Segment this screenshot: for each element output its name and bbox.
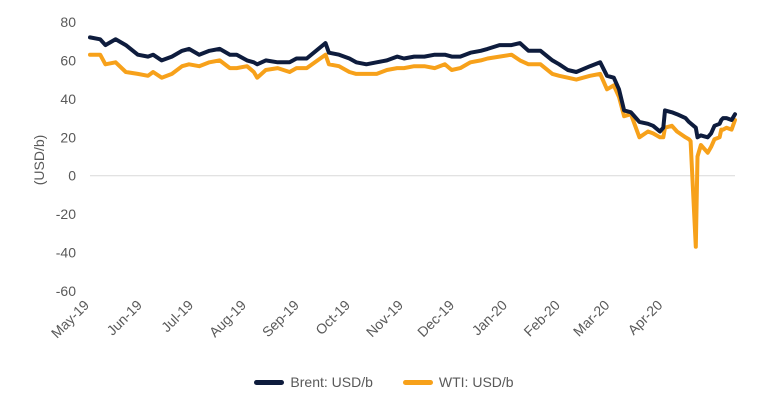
y-tick-label: 40 [60, 91, 76, 107]
y-tick-label: -40 [56, 245, 76, 261]
x-tick-label: Apr-20 [624, 297, 665, 338]
series-lines [88, 35, 737, 249]
series-line-wti [88, 52, 737, 249]
legend-swatch-brent [254, 379, 285, 385]
y-axis-tick-labels: 80 60 40 20 0 -20 -40 -60 [56, 14, 76, 299]
x-tick-label: Sep-19 [259, 297, 302, 340]
y-tick-label: 60 [60, 52, 76, 68]
legend-item-brent: Brent: USD/b [254, 374, 373, 390]
x-tick-label: May-19 [48, 297, 92, 341]
legend-swatch-wti [402, 379, 433, 385]
x-tick-label: Feb-20 [520, 297, 563, 340]
x-tick-label: Dec-19 [414, 297, 457, 340]
y-axis-title: (USD/b) [31, 135, 47, 186]
legend: Brent: USD/b WTI: USD/b [0, 370, 768, 394]
legend-label-wti: WTI: USD/b [438, 374, 514, 390]
x-tick-label: Nov-19 [363, 297, 406, 340]
y-tick-label: -20 [56, 206, 76, 222]
y-tick-label: -60 [56, 283, 76, 299]
x-tick-label: Jul-19 [158, 297, 196, 335]
series-line-brent [88, 35, 737, 140]
y-tick-label: 0 [68, 168, 76, 184]
x-tick-label: Mar-20 [570, 297, 613, 340]
x-tick-label: Jun-19 [103, 297, 145, 339]
x-tick-label: Jan-20 [469, 297, 511, 339]
legend-label-brent: Brent: USD/b [290, 374, 373, 390]
x-axis-tick-labels: May-19 Jun-19 Jul-19 Aug-19 Sep-19 Oct-19 Nov-… [48, 297, 666, 341]
x-tick-label: Aug-19 [206, 297, 249, 340]
x-tick-label: Oct-19 [312, 297, 353, 338]
legend-item-wti: WTI: USD/b [402, 374, 514, 390]
y-tick-label: 80 [60, 14, 76, 30]
y-tick-label: 20 [60, 129, 76, 145]
